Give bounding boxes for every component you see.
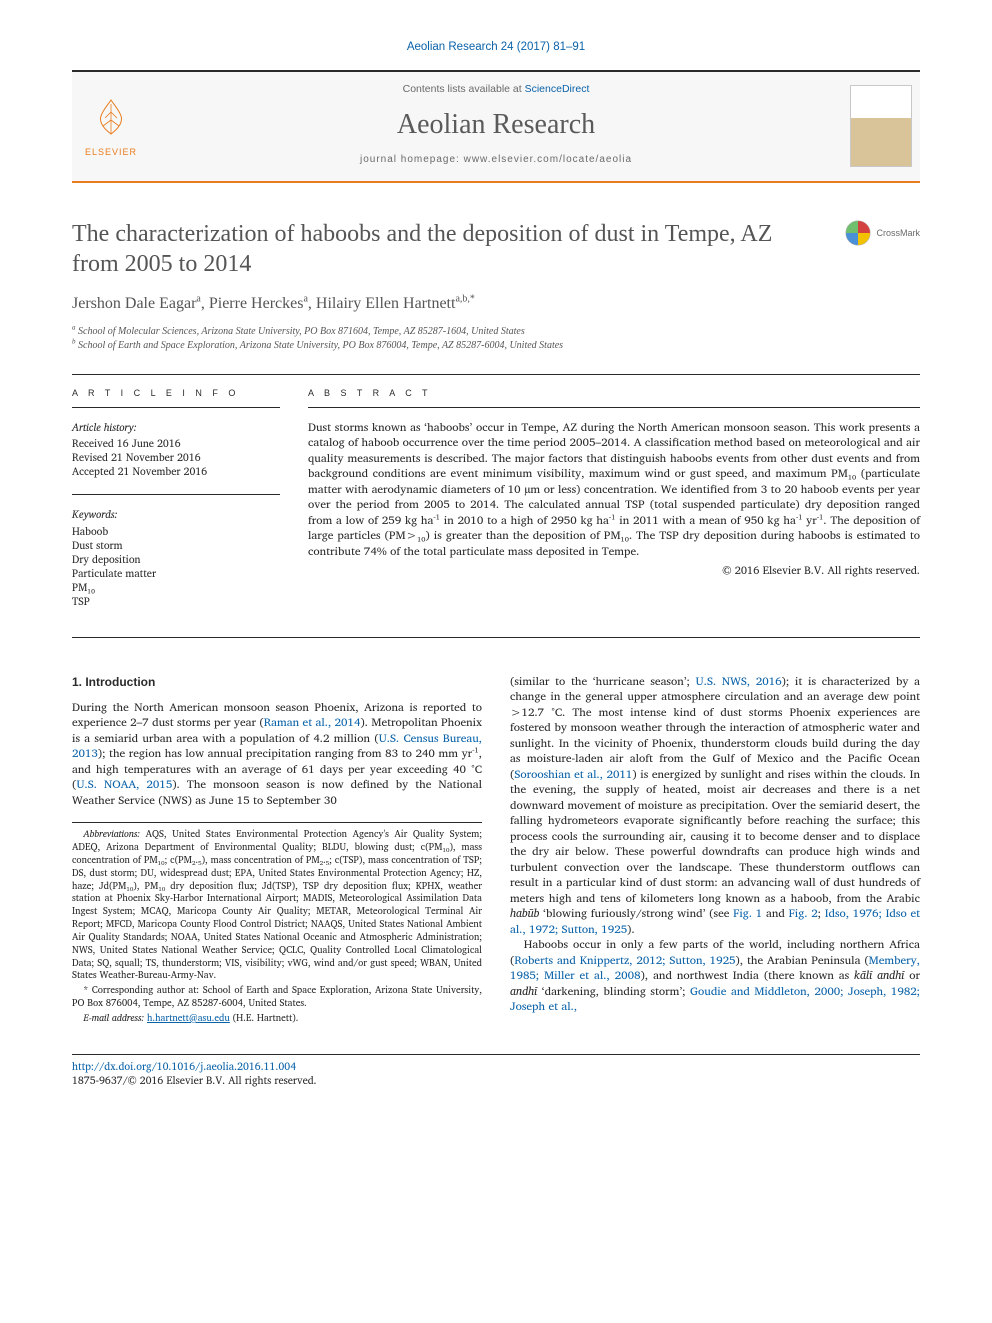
elsevier-tree-icon bbox=[87, 94, 135, 142]
homepage-url: www.elsevier.com/locate/aeolia bbox=[464, 154, 632, 165]
fig-ref[interactable]: Fig. 1 bbox=[733, 904, 762, 923]
keyword: TSP bbox=[72, 594, 280, 608]
page-footer: http://dx.doi.org/10.1016/j.aeolia.2016.… bbox=[72, 1054, 920, 1087]
article-title: The characterization of haboobs and the … bbox=[72, 219, 844, 279]
publisher-name: ELSEVIER bbox=[85, 146, 137, 158]
info-rule bbox=[72, 407, 280, 408]
article-info-heading: A R T I C L E I N F O bbox=[72, 387, 280, 399]
journal-title: Aeolian Research bbox=[158, 106, 834, 144]
article-info-col: A R T I C L E I N F O Article history: R… bbox=[72, 387, 280, 625]
intro-heading: 1. Introduction bbox=[72, 674, 482, 690]
email-link[interactable]: h.hartnett@asu.edu bbox=[147, 1011, 230, 1026]
affiliations: a School of Molecular Sciences, Arizona … bbox=[72, 325, 920, 354]
crossmark-badge[interactable]: CrossMark bbox=[844, 219, 920, 247]
issn-copyright: 1875-9637/© 2016 Elsevier B.V. All right… bbox=[72, 1073, 920, 1087]
abstract-rule bbox=[308, 407, 920, 408]
masthead: ELSEVIER Contents lists available at Sci… bbox=[72, 70, 920, 183]
keyword: PM₁₀ bbox=[72, 580, 280, 594]
body-columns: 1. Introduction During the North America… bbox=[72, 674, 920, 1026]
journal-cover-thumb bbox=[842, 72, 920, 181]
article-title-row: The characterization of haboobs and the … bbox=[72, 219, 920, 279]
intro-p2: (similar to the ‘hurricane season’; U.S.… bbox=[510, 674, 920, 938]
authors: Jershon Dale Eagara, Pierre Herckesa, Hi… bbox=[72, 293, 920, 315]
info-abstract-row: A R T I C L E I N F O Article history: R… bbox=[72, 387, 920, 625]
sciencedirect-link[interactable]: ScienceDirect bbox=[525, 83, 590, 95]
affiliation-a: a School of Molecular Sciences, Arizona … bbox=[72, 325, 920, 340]
intro-p1: During the North American monsoon season… bbox=[72, 700, 482, 809]
abbreviations: Abbreviations: AQS, United States Enviro… bbox=[72, 829, 482, 983]
fig-ref[interactable]: Fig. 2 bbox=[789, 904, 818, 923]
corresponding-author: * Corresponding author at: School of Ear… bbox=[72, 985, 482, 1011]
footer-rule bbox=[72, 1054, 920, 1055]
affiliation-b: b School of Earth and Space Exploration,… bbox=[72, 339, 920, 354]
article-history: Article history: Received 16 June 2016 R… bbox=[72, 420, 280, 479]
contents-prefix: Contents lists available at bbox=[403, 83, 525, 95]
crossmark-label: CrossMark bbox=[876, 227, 920, 239]
homepage-prefix: journal homepage: bbox=[360, 154, 464, 165]
running-head: Aeolian Research 24 (2017) 81–91 bbox=[72, 40, 920, 56]
keywords-label: Keywords: bbox=[72, 507, 280, 521]
history-label: Article history: bbox=[72, 420, 280, 434]
footnotes: Abbreviations: AQS, United States Enviro… bbox=[72, 822, 482, 1025]
keywords-block: Keywords: HaboobDust stormDry deposition… bbox=[72, 507, 280, 608]
section-rule-top bbox=[72, 374, 920, 375]
email-line: E-mail address: h.hartnett@asu.edu (H.E.… bbox=[72, 1013, 482, 1026]
abstract-heading: A B S T R A C T bbox=[308, 387, 920, 399]
info-rule-2 bbox=[72, 494, 280, 495]
intro-p3: Haboobs occur in only a few parts of the… bbox=[510, 937, 920, 1015]
journal-homepage: journal homepage: www.elsevier.com/locat… bbox=[158, 153, 834, 167]
keyword: Particulate matter bbox=[72, 566, 280, 580]
history-accepted: Accepted 21 November 2016 bbox=[72, 464, 280, 478]
section-rule-bottom bbox=[72, 637, 920, 638]
abstract-copyright: © 2016 Elsevier B.V. All rights reserved… bbox=[308, 563, 920, 578]
crossmark-icon bbox=[844, 219, 872, 247]
abstract-text: Dust storms known as ‘haboobs’ occur in … bbox=[308, 420, 920, 560]
publisher-logo: ELSEVIER bbox=[72, 72, 150, 181]
contents-line: Contents lists available at ScienceDirec… bbox=[158, 82, 834, 96]
masthead-center: Contents lists available at ScienceDirec… bbox=[150, 72, 842, 181]
abstract-col: A B S T R A C T Dust storms known as ‘ha… bbox=[308, 387, 920, 625]
